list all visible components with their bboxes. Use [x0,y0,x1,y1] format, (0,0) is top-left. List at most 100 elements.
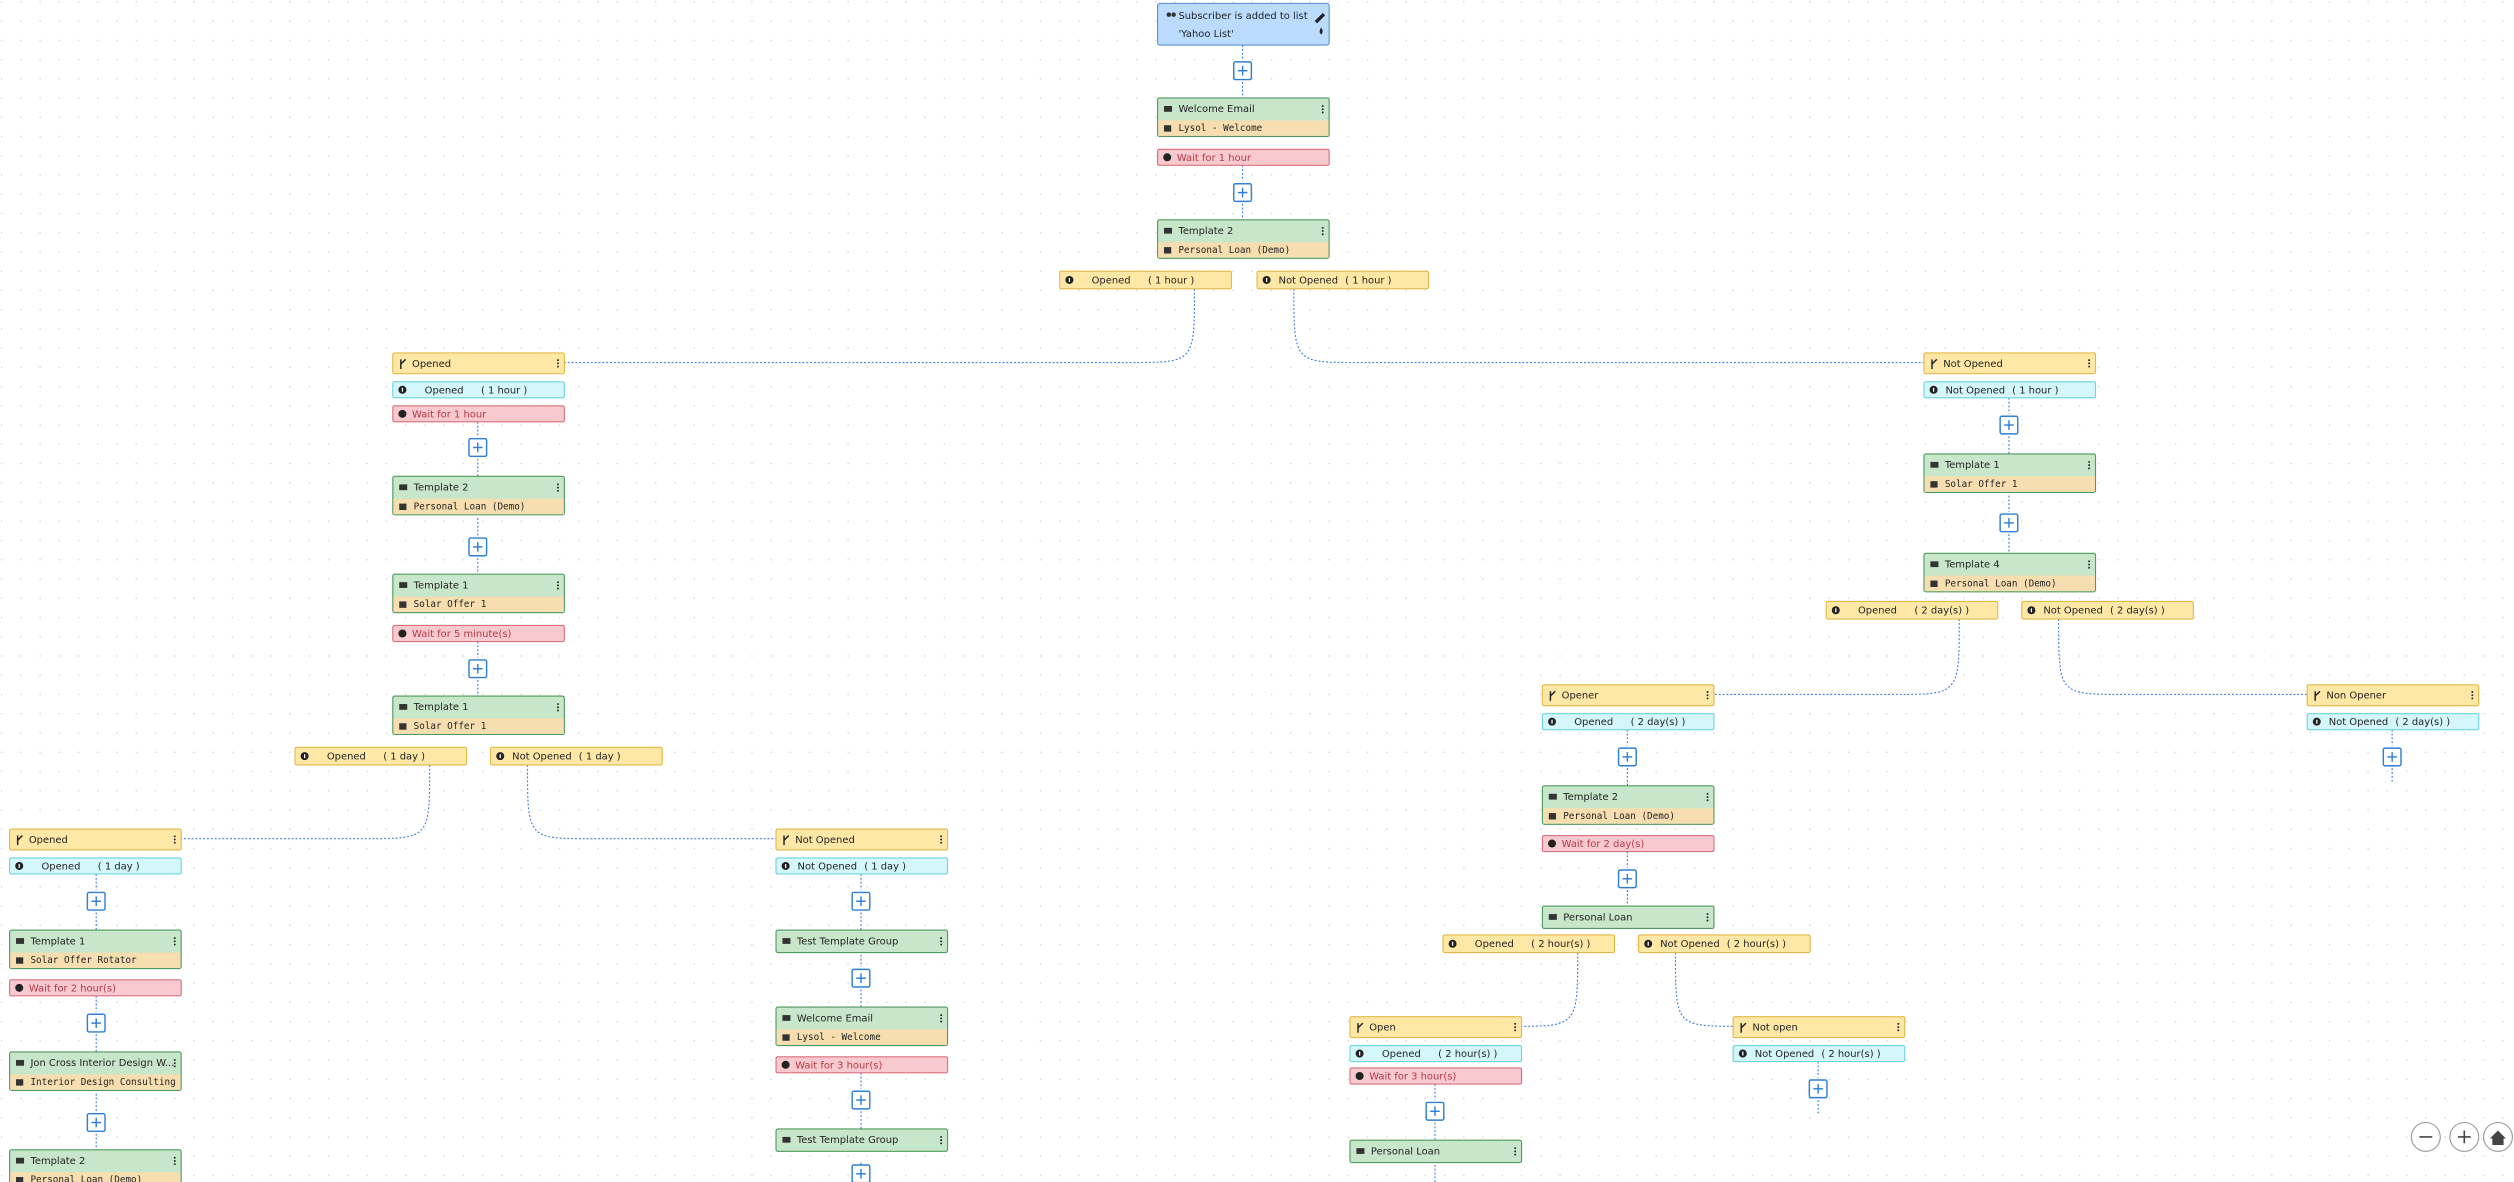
wait-label: Wait for 3 hour(s) [795,1060,882,1071]
condition-pill[interactable]: Opened ( 1 hour ) [1059,270,1232,290]
menu-dot [173,943,176,946]
branch-name: Not Opened [795,835,855,846]
branch-condition [1732,1044,1906,1063]
trigger-node[interactable]: Subscriber is added to list 'Yahoo List' [1157,2,1330,46]
condition-pill[interactable]: Not Opened ( 1 day ) [490,746,663,766]
add-step-button[interactable] [468,537,488,557]
menu-dot [1321,230,1324,233]
wait-box [9,979,182,997]
branch-node[interactable]: Not Opened Not Opened ( 1 hour ) [1923,352,2097,399]
card-title: Jon Cross Interior Design W... [29,1058,174,1069]
email-card[interactable]: Test Template Group [775,929,949,954]
branch-node[interactable]: Not Opened Not Opened ( 1 day ) [775,828,949,875]
menu-dot [940,943,943,946]
branch-icon [400,358,407,369]
branch-node[interactable]: Opened Opened ( 1 day ) [9,828,182,875]
add-step-button[interactable] [86,1112,106,1133]
add-step-button[interactable] [1617,869,1637,889]
branch-header [1349,1016,1523,1039]
branch-node[interactable]: Non Opener Not Opened ( 2 day(s) ) [2306,684,2480,731]
add-step-button[interactable] [851,968,871,988]
email-card[interactable]: Template 1 Solar Offer 1 [1923,453,2097,493]
envelope-icon [399,704,408,710]
template-icon [16,1177,24,1182]
info-glyph [1835,608,1837,613]
email-card[interactable]: Template 1 Solar Offer Rotator [9,929,182,970]
card-template-row [393,498,564,515]
condition-pill[interactable]: Not Opened ( 2 day(s) ) [2021,600,2194,620]
add-step-button[interactable] [1233,183,1253,203]
template-icon [782,1034,790,1041]
card-box [1349,1139,1523,1164]
envelope-icon [16,1157,25,1164]
branch-connector [1713,619,1960,695]
add-step-button[interactable] [468,437,488,458]
email-card[interactable]: Template 2 Personal Loan (Demo) [9,1149,182,1182]
branch-condition-label: Opened [425,385,464,396]
menu-dot [2471,691,2474,693]
email-card[interactable]: Template 1 Solar Offer 1 [392,695,565,736]
add-step-button[interactable] [1425,1101,1445,1121]
branch-icon [16,834,23,846]
add-step-button[interactable] [1233,61,1253,81]
condition-delay: ( 1 hour ) [1345,275,1391,286]
card-template: Interior Design Consulting [30,1077,175,1088]
branch-node[interactable]: Opener Opened ( 2 day(s) ) [1541,684,1715,731]
condition-pill[interactable]: Not Opened ( 2 hour(s) ) [1638,934,1811,954]
email-card[interactable]: Template 1 Solar Offer 1 [392,573,565,614]
email-card[interactable]: Welcome Email Lysol - Welcome [1157,97,1330,138]
menu-dot [556,706,559,709]
menu-dot [173,1059,176,1061]
add-step-button[interactable] [851,891,871,911]
card-template-row [1543,808,1714,824]
condition-pill[interactable]: Opened ( 2 day(s) ) [1825,600,1999,620]
email-card[interactable]: Personal Loan [1349,1139,1523,1164]
menu-dot [940,1135,943,1138]
card-box [775,929,949,954]
add-step-button[interactable] [851,1164,871,1182]
email-card[interactable]: Template 4 Personal Loan (Demo) [1923,552,2097,593]
add-step-button[interactable] [468,659,488,679]
wait-step[interactable]: Wait for 2 day(s) [1541,834,1715,853]
branch-header [2306,684,2480,707]
email-card[interactable]: Template 2 Personal Loan (Demo) [392,475,565,516]
email-card[interactable]: Template 2 Personal Loan (Demo) [1157,219,1330,259]
card-template: Personal Loan (Demo) [1563,811,1675,822]
menu-dot [940,1020,943,1023]
email-card[interactable]: Jon Cross Interior Design W... Interior D… [9,1051,182,1091]
wait-step[interactable]: Wait for 2 hour(s) [9,979,182,997]
add-step-button[interactable] [1999,415,2019,435]
wait-step[interactable]: Wait for 1 hour [1157,148,1330,166]
add-step-button[interactable] [1999,513,2019,533]
email-card[interactable]: Welcome Email Lysol - Welcome [775,1006,949,1047]
wait-step[interactable]: Wait for 3 hour(s) [1349,1067,1523,1085]
add-step-button[interactable] [86,891,106,911]
add-step-button[interactable] [1808,1079,1828,1099]
zoom-out-button[interactable] [2410,1121,2441,1152]
add-step-button[interactable] [86,1013,106,1033]
condition-pill[interactable]: Opened ( 1 day ) [294,746,468,766]
zoom-in-button[interactable] [2449,1121,2480,1152]
branch-node[interactable]: Opened Opened ( 1 hour ) [392,352,565,399]
email-card[interactable]: Template 2 Personal Loan (Demo) [1541,785,1715,825]
branch-node[interactable]: Not open Not Opened ( 2 hour(s) ) [1732,1016,1906,1063]
add-step-button[interactable] [1617,747,1637,767]
wait-step[interactable]: Wait for 1 hour [392,405,565,423]
menu-dot [940,1017,943,1020]
email-card[interactable]: Test Template Group [775,1128,949,1152]
condition-pill[interactable]: Not Opened ( 1 hour ) [1256,270,1430,290]
condition-box [294,746,468,766]
add-step-button[interactable] [2382,747,2402,767]
email-card[interactable]: Personal Loan [1541,905,1715,930]
condition-box [1256,270,1430,290]
branch-icon [783,834,790,846]
home-button[interactable] [2482,1121,2513,1152]
branch-node[interactable]: Open Opened ( 2 hour(s) ) [1349,1016,1523,1063]
condition-pill[interactable]: Opened ( 2 hour(s) ) [1442,934,1616,954]
wait-step[interactable]: Wait for 3 hour(s) [775,1056,949,1074]
add-step-button[interactable] [851,1090,871,1110]
envelope-icon [1164,105,1173,112]
wait-step[interactable]: Wait for 5 minute(s) [392,624,565,643]
branch-condition [1541,713,1715,731]
